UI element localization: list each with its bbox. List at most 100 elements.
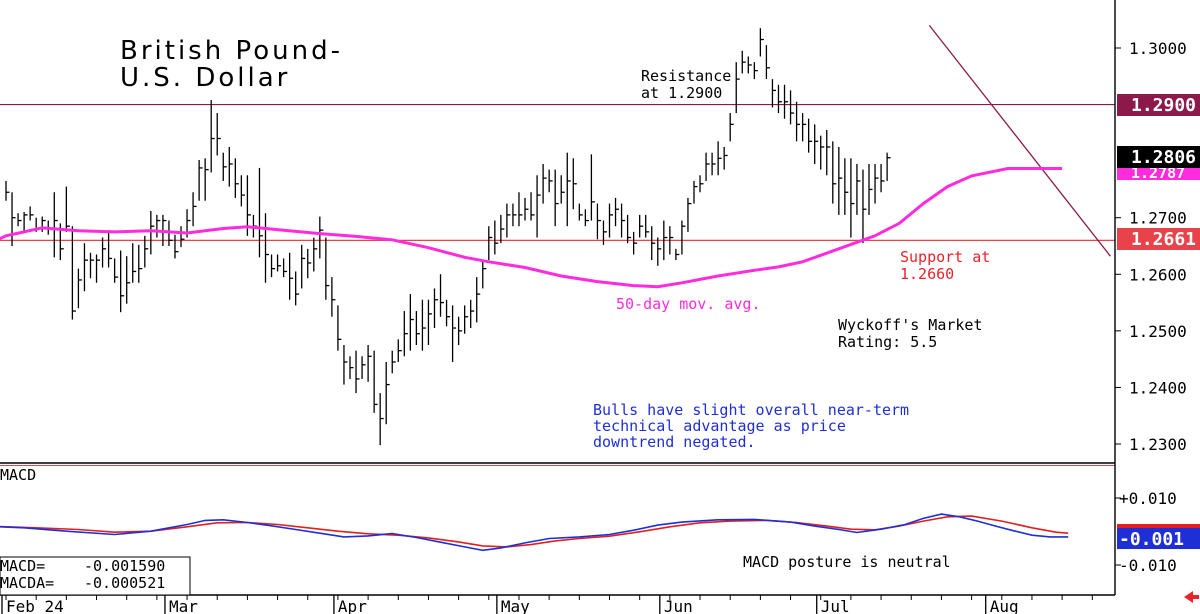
price-bar (101, 237, 107, 268)
price-bar (107, 230, 113, 268)
x-tick-label: Jun (664, 597, 693, 614)
price-bar (681, 220, 686, 255)
price-bar (759, 28, 764, 57)
price-bar (838, 147, 843, 215)
price-bar (264, 213, 270, 283)
price-bar (687, 197, 692, 232)
price-bar (216, 113, 221, 156)
y-tick-label: 1.2700 (1129, 209, 1187, 228)
price-bar (126, 256, 131, 304)
price-bar (295, 271, 300, 306)
price-bar (391, 350, 396, 374)
price-bar (651, 226, 656, 261)
price-bar (343, 345, 348, 385)
price-bar (524, 197, 529, 221)
price-bar (771, 79, 776, 108)
price-bar (403, 311, 408, 357)
chart-title-line1: British Pound- (120, 36, 343, 66)
price-bar (89, 252, 94, 279)
macd-y-tick-label: +0.010 (1119, 489, 1177, 508)
price-bar (415, 311, 420, 345)
price-bar (222, 152, 227, 181)
price-bar (783, 84, 789, 119)
macd-line (0, 513, 1069, 552)
price-bar (464, 305, 469, 334)
price-bar (397, 339, 402, 362)
price-bar (198, 160, 203, 201)
price-bar (29, 206, 34, 221)
price-bar (669, 226, 674, 255)
price-bar (777, 84, 782, 114)
price-bar (753, 62, 758, 80)
price-bar (240, 175, 245, 207)
y-axis-ticks: 1.2300 1.2400 1.2500 1.2600 1.2700 1.3000 +0.0… (1115, 39, 1187, 575)
price-bar (850, 158, 855, 238)
price-bar (536, 175, 541, 238)
price-bar (795, 101, 801, 142)
price-bar (23, 212, 28, 232)
price-bar (862, 169, 867, 244)
price-bar (693, 180, 698, 204)
price-bar (620, 203, 626, 238)
price-bar (445, 299, 451, 327)
price-bar (379, 393, 384, 446)
chart-title-line2: U.S. Dollar (120, 63, 290, 93)
price-bar (276, 254, 282, 272)
price-bar (506, 203, 511, 238)
macda-readout-label: MACDA= (0, 574, 54, 592)
macd-panel-title: MACD (0, 466, 36, 484)
price-bar (17, 213, 22, 227)
price-bar (699, 175, 704, 193)
x-axis-ticks: Feb 24 Mar Apr May Jun Jul Aug (1, 595, 1093, 614)
price-bar (5, 180, 10, 201)
left-arrow-icon[interactable] (1184, 591, 1199, 603)
price-bar (801, 113, 807, 142)
price-bar (174, 234, 179, 259)
price-bar (421, 299, 426, 351)
price-bar (820, 135, 825, 170)
price-bar (578, 203, 583, 221)
price-bar (584, 209, 589, 227)
y-tick-label: 1.2300 (1129, 435, 1187, 454)
price-bar (228, 147, 233, 187)
macd-readout-label: MACD= (0, 557, 45, 575)
price-bar (138, 244, 143, 283)
price-bar (711, 152, 716, 176)
price-bar (325, 237, 330, 300)
price-bar (747, 56, 752, 74)
price-bar (433, 288, 438, 329)
price-bar (614, 197, 620, 227)
price-bar (886, 152, 891, 181)
price-bar (307, 248, 312, 279)
x-tick-label: Jul (821, 597, 850, 614)
price-bar (789, 90, 795, 125)
price-bar (530, 192, 535, 221)
price-bar (590, 154, 595, 221)
price-bar (729, 113, 734, 142)
price-bar (83, 243, 88, 292)
downtrend-line (928, 24, 1111, 257)
price-bar (675, 248, 680, 261)
price-bar (844, 158, 849, 215)
price-bar (385, 361, 390, 425)
price-bar (144, 235, 149, 268)
x-tick-label: Aug (990, 597, 1019, 614)
macda-readout-value: -0.000521 (84, 574, 165, 592)
price-bar (156, 214, 161, 238)
price-bar (234, 158, 239, 198)
price-bars (5, 28, 891, 446)
macda-line (0, 515, 1069, 548)
price-bar (639, 214, 644, 238)
price-bar (409, 294, 414, 351)
ma-label: 50-day mov. avg. (616, 295, 761, 313)
price-bar (741, 50, 746, 74)
badge-resistance-text: 1.2900 (1131, 95, 1196, 116)
price-bar (282, 258, 288, 278)
price-bar (632, 231, 638, 255)
price-bar (258, 167, 263, 258)
price-bar (204, 158, 209, 201)
price-bar (657, 237, 662, 266)
price-bar (192, 192, 197, 227)
price-bar (548, 169, 553, 193)
price-bar (826, 130, 831, 176)
